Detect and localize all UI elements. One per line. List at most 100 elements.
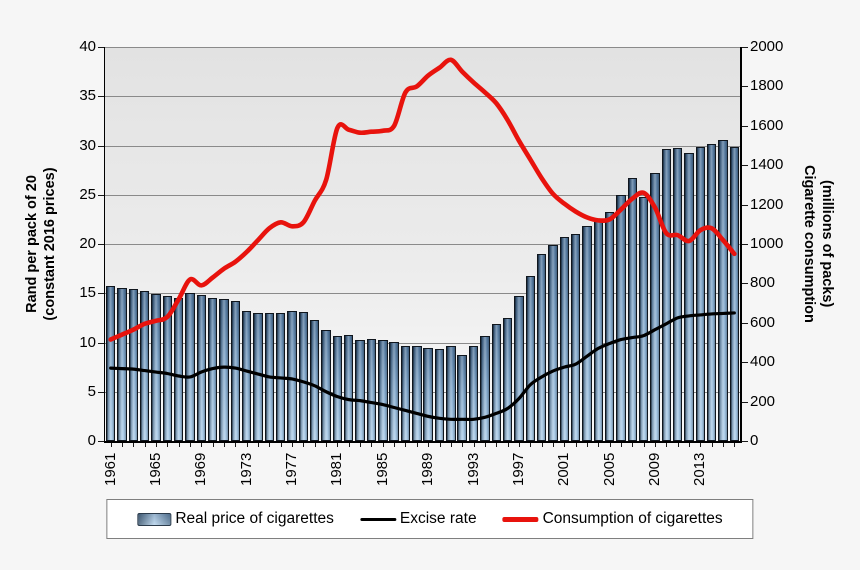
x-axis-tick (552, 442, 554, 447)
y-left-tick-label-40: 40 (79, 38, 96, 55)
legend-label-consumption: Consumption of cigarettes (542, 510, 723, 527)
x-axis-tick (530, 442, 532, 447)
x-axis-tick (666, 442, 668, 447)
right-axis-title-line2: (millions of packs) (819, 180, 835, 308)
x-axis-tick (586, 442, 588, 447)
x-axis-tick (122, 442, 123, 447)
excise-rate-line (109, 311, 736, 422)
x-tick-label-1969: 1969 (192, 452, 210, 486)
x-axis-tick (439, 442, 441, 447)
gridline-10 (105, 342, 740, 344)
x-tick-label-2013: 2013 (691, 452, 709, 486)
x-axis-tick (564, 442, 566, 447)
price-bar-1986 (389, 341, 399, 441)
x-tick-label-1989: 1989 (419, 452, 437, 486)
price-bar-1971 (219, 299, 229, 441)
x-tick-label-1981: 1981 (328, 452, 346, 486)
y-left-tick-label-15: 15 (79, 284, 96, 302)
x-axis-tick (405, 442, 407, 447)
legend-bar-swatch-icon (137, 512, 172, 526)
x-axis-tick (224, 442, 226, 447)
x-axis-tick (394, 442, 396, 447)
price-bar-1968 (185, 293, 195, 441)
x-axis-tick (507, 442, 509, 447)
price-bar-2015 (718, 139, 728, 441)
y-axis-right-tick (741, 244, 748, 245)
price-bar-2012 (684, 153, 694, 441)
y-axis-right-tick (741, 86, 748, 88)
y-axis-left-tick (98, 391, 104, 393)
y-axis-right-tick (741, 125, 748, 127)
x-axis-tick (371, 442, 373, 447)
y-right-tick-label-600: 600 (750, 313, 776, 331)
x-tick-label-1973: 1973 (237, 452, 255, 486)
price-bar-2001 (559, 237, 569, 441)
price-bar-1981 (332, 335, 343, 441)
price-bar-2011 (672, 148, 683, 441)
y-right-tick-label-1000: 1000 (750, 235, 784, 252)
x-axis-tick (575, 442, 577, 447)
price-bar-2016 (729, 147, 740, 441)
price-bar-2007 (627, 178, 637, 441)
price-bar-1965 (151, 294, 161, 441)
y-axis-right-tick (741, 204, 748, 206)
price-bar-1990 (434, 349, 445, 441)
x-axis-tick (167, 442, 169, 447)
x-tick-label-1993: 1993 (464, 452, 482, 486)
y-axis-right-tick (741, 47, 748, 48)
x-axis-tick (235, 442, 237, 447)
x-axis-tick (462, 442, 464, 447)
y-axis-left-line (103, 47, 105, 443)
price-bar-1974 (253, 312, 263, 441)
legend-item-excise: Excise rate (359, 510, 477, 528)
price-bar-1982 (344, 334, 354, 441)
legend-item-consumption: Consumption of cigarettes (502, 510, 723, 528)
x-axis-tick (643, 442, 645, 447)
price-bar-1962 (117, 288, 127, 441)
left-axis-title-line2: (constant 2016 prices) (42, 167, 58, 321)
x-axis-tick (201, 442, 203, 447)
price-bar-2008 (638, 196, 649, 441)
x-tick-label-1977: 1977 (283, 452, 301, 486)
y-axis-left-tick (98, 244, 104, 245)
y-right-tick-label-1800: 1800 (750, 77, 784, 95)
y-right-tick-label-800: 800 (750, 274, 776, 292)
x-axis-tick (212, 442, 214, 447)
y-right-tick-label-200: 200 (750, 392, 776, 410)
price-bar-1997 (514, 296, 524, 441)
y-left-tick-label-10: 10 (79, 333, 96, 351)
legend-consumption-line-icon (502, 516, 539, 522)
y-axis-left-tick (98, 194, 104, 196)
price-bar-1973 (242, 310, 252, 441)
x-axis-tick (734, 442, 736, 447)
y-right-tick-label-1200: 1200 (750, 195, 784, 213)
price-bar-2002 (570, 234, 581, 441)
y-right-tick-label-1400: 1400 (750, 156, 784, 174)
left-axis-title-line1: Rand per pack of 20 (24, 175, 40, 313)
price-bar-1999 (536, 253, 547, 441)
gridline-25 (105, 194, 740, 196)
right-axis-title-line1: Cigarette consumption (801, 165, 817, 323)
price-bar-1998 (525, 275, 535, 441)
x-axis-tick (496, 442, 498, 447)
x-axis-tick (382, 442, 384, 447)
x-axis-tick (700, 442, 702, 447)
y-left-tick-label-5: 5 (87, 382, 96, 400)
x-tick-label-1961: 1961 (101, 452, 119, 486)
price-bar-1964 (139, 291, 150, 441)
lines-layer (108, 57, 737, 422)
legend-item-real-price: Real price of cigarettes (137, 510, 334, 528)
x-axis-tick (303, 442, 305, 447)
y-left-tick-label-35: 35 (79, 87, 96, 105)
y-axis-left-tick (98, 145, 104, 147)
price-bar-1989 (423, 348, 433, 441)
y-axis-right-tick (741, 165, 748, 167)
y-right-tick-label-400: 400 (750, 353, 776, 371)
x-tick-label-1965: 1965 (147, 452, 165, 486)
y-axis-left-tick (98, 441, 104, 442)
price-bar-2014 (706, 143, 717, 441)
y-right-tick-label-1600: 1600 (750, 116, 784, 134)
price-bar-1979 (310, 319, 320, 441)
x-axis-tick (598, 442, 600, 447)
gridline-5 (105, 391, 740, 393)
